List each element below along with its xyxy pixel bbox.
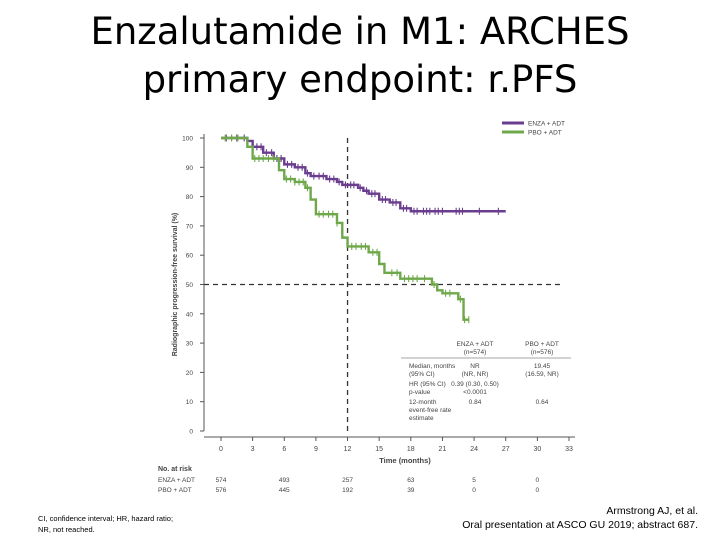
series-line-pbo-adt xyxy=(221,136,469,321)
y-tick-label: 100 xyxy=(182,136,193,143)
y-tick-label: 10 xyxy=(186,399,194,406)
citation-line1: Armstrong AJ, et al. xyxy=(606,505,698,517)
y-tick-label: 90 xyxy=(186,165,194,172)
x-tick-label: 18 xyxy=(407,446,415,453)
x-tick-label: 3 xyxy=(251,446,255,453)
stats-row-label: estimate xyxy=(409,415,434,422)
legend-label: PBO + ADT xyxy=(528,130,562,137)
at-risk-value: 576 xyxy=(216,487,227,494)
footnote-line1: CI, confidence interval; HR, hazard rati… xyxy=(38,514,174,523)
stats-value-pbo: 19.45 xyxy=(534,363,551,370)
x-tick-label: 27 xyxy=(502,446,510,453)
y-tick-label: 40 xyxy=(186,311,194,318)
stats-row-label: (95% CI) xyxy=(409,371,435,378)
y-tick-label: 0 xyxy=(189,429,193,436)
x-tick-label: 6 xyxy=(282,446,286,453)
y-tick-label: 20 xyxy=(186,370,194,377)
citation: Armstrong AJ, et al. Oral presentation a… xyxy=(462,504,698,532)
y-tick-label: 30 xyxy=(186,341,194,348)
legend-label: ENZA + ADT xyxy=(528,121,565,128)
slide-title-line1: Enzalutamide in M1: ARCHES xyxy=(90,10,630,53)
y-axis-title: Radiographic progression-free survival (… xyxy=(172,213,179,357)
y-tick-label: 80 xyxy=(186,194,194,201)
stats-col-header: ENZA + ADT xyxy=(456,341,493,348)
y-tick-label: 70 xyxy=(186,223,194,230)
y-tick-label: 50 xyxy=(186,282,194,289)
at-risk-value: 192 xyxy=(342,487,353,494)
at-risk-value: 0 xyxy=(536,487,540,494)
x-tick-label: 15 xyxy=(375,446,383,453)
stats-col-header: (n=576) xyxy=(531,349,554,356)
stats-value-pbo: (16.59, NR) xyxy=(525,371,559,378)
stats-value-enza: <0.0001 xyxy=(463,389,487,396)
stats-row-label: event-free rate xyxy=(409,407,452,414)
footnote-line2: NR, not reached. xyxy=(38,525,95,534)
at-risk-title: No. at risk xyxy=(158,466,192,473)
at-risk-row-label: PBO + ADT xyxy=(158,487,192,494)
stats-row-label: HR (95% CI) xyxy=(409,381,446,388)
stats-value-enza: 0.84 xyxy=(469,399,482,406)
x-tick-label: 24 xyxy=(470,446,478,453)
at-risk-value: 0 xyxy=(472,487,476,494)
stats-row-label: p-value xyxy=(409,389,431,396)
at-risk-row-label: ENZA + ADT xyxy=(158,477,195,484)
abbreviations-footnote: CI, confidence interval; HR, hazard rati… xyxy=(38,513,198,535)
at-risk-value: 0 xyxy=(536,477,540,484)
at-risk-value: 445 xyxy=(279,487,290,494)
stats-row-label: 12-month xyxy=(409,399,437,406)
stats-value-pbo: 0.64 xyxy=(536,399,549,406)
x-tick-label: 21 xyxy=(439,446,447,453)
stats-value-enza: 0.39 (0.30, 0.50) xyxy=(451,381,499,388)
stats-value-enza: NR xyxy=(470,363,480,370)
series-line-enza-adt xyxy=(221,136,506,213)
at-risk-value: 493 xyxy=(279,477,290,484)
stats-col-header: (n=574) xyxy=(464,349,487,356)
stats-row-label: Median, months xyxy=(409,363,456,370)
at-risk-value: 574 xyxy=(216,477,227,484)
at-risk-value: 5 xyxy=(472,477,476,484)
x-tick-label: 12 xyxy=(344,446,352,453)
stats-col-header: PBO + ADT xyxy=(525,341,559,348)
x-tick-label: 0 xyxy=(219,446,223,453)
citation-line2: Oral presentation at ASCO GU 2019; abstr… xyxy=(462,519,698,531)
x-axis-title: Time (months) xyxy=(379,456,431,465)
x-tick-label: 9 xyxy=(314,446,318,453)
slide-title-line2: primary endpoint: r.PFS xyxy=(142,58,578,101)
stats-table-background xyxy=(401,334,571,434)
y-tick-label: 60 xyxy=(186,253,194,260)
at-risk-value: 257 xyxy=(342,477,353,484)
at-risk-value: 39 xyxy=(407,487,415,494)
stats-value-enza: (NR, NR) xyxy=(462,371,489,378)
x-tick-label: 33 xyxy=(565,446,573,453)
at-risk-value: 63 xyxy=(407,477,415,484)
slide-title: Enzalutamide in M1: ARCHES primary endpo… xyxy=(0,8,720,104)
x-tick-label: 30 xyxy=(533,446,541,453)
